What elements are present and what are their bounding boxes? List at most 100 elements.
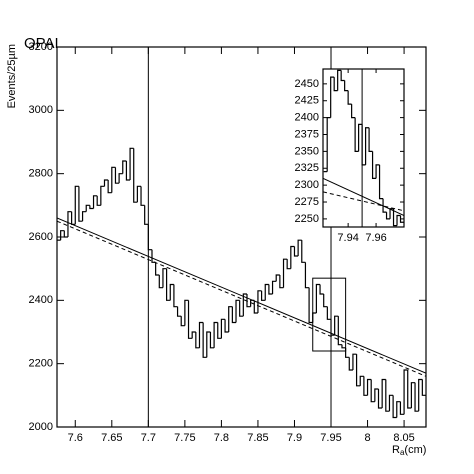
histogram-bin bbox=[202, 322, 207, 358]
histogram-bin bbox=[195, 332, 200, 349]
histogram-bin bbox=[371, 151, 377, 179]
histogram-bin bbox=[158, 275, 163, 289]
histogram-bin bbox=[67, 211, 72, 237]
histogram-bin bbox=[63, 230, 68, 238]
y-tick-label: 2425 bbox=[295, 95, 319, 107]
histogram-bin bbox=[213, 321, 218, 348]
histogram-bin bbox=[366, 378, 372, 396]
histogram-bin bbox=[374, 388, 379, 402]
histogram-bin bbox=[144, 205, 149, 225]
histogram-bin bbox=[275, 274, 280, 282]
histogram-bin bbox=[78, 186, 83, 222]
chart-title: OPAL bbox=[24, 35, 63, 52]
x-tick-label: 8.05 bbox=[393, 432, 414, 444]
y-tick-label: 2800 bbox=[29, 168, 53, 180]
histogram-bin bbox=[388, 394, 394, 412]
histogram-bin bbox=[111, 166, 116, 193]
y-tick-label: 2300 bbox=[295, 179, 319, 191]
histogram-bin bbox=[180, 316, 185, 327]
histogram-bin bbox=[122, 160, 127, 174]
histogram-bin bbox=[355, 354, 361, 387]
fit-line bbox=[323, 177, 404, 216]
histogram-bin bbox=[271, 280, 277, 294]
histogram-bin bbox=[337, 316, 342, 346]
histogram-bin bbox=[344, 80, 349, 92]
histogram-bin bbox=[220, 318, 226, 339]
y-tick-label: 2250 bbox=[295, 213, 319, 225]
histogram-bin bbox=[359, 375, 364, 386]
histogram-bin bbox=[334, 315, 339, 336]
y-tick-label: 2000 bbox=[29, 421, 53, 433]
histogram-bin bbox=[268, 284, 273, 295]
histogram-bin bbox=[162, 268, 167, 288]
histogram-bin bbox=[155, 262, 160, 276]
histogram-bin bbox=[209, 332, 215, 349]
histogram-bin bbox=[114, 167, 120, 184]
histogram-bin bbox=[169, 283, 174, 301]
histogram-bin bbox=[368, 127, 373, 152]
histogram-bin bbox=[364, 127, 370, 165]
x-tick-label: 7.85 bbox=[247, 432, 268, 444]
histogram-bin bbox=[375, 164, 380, 179]
histogram-bin bbox=[323, 294, 328, 308]
histogram-bin bbox=[184, 299, 189, 326]
histogram-bin bbox=[176, 306, 182, 317]
histogram-bin bbox=[351, 104, 356, 119]
histogram-bin bbox=[308, 287, 313, 324]
histogram-bin bbox=[206, 331, 211, 358]
histogram-bin bbox=[92, 195, 98, 209]
histogram-bin bbox=[358, 123, 363, 152]
histogram-bin bbox=[125, 161, 131, 181]
histogram-bin bbox=[239, 300, 244, 317]
plot-area bbox=[323, 69, 404, 227]
histogram-bin bbox=[396, 401, 401, 418]
x-tick-label: 8 bbox=[364, 432, 370, 444]
x-tick-label: 7.8 bbox=[214, 432, 229, 444]
histogram-bin bbox=[173, 284, 178, 308]
y-tick-label: 3000 bbox=[29, 104, 53, 116]
histogram-bin bbox=[286, 259, 291, 270]
histogram-bin bbox=[228, 306, 233, 332]
x-axis-label: Ra(cm) bbox=[392, 444, 426, 457]
y-tick-label: 3200 bbox=[29, 41, 53, 53]
histogram-bin bbox=[392, 208, 398, 227]
histogram-bin bbox=[370, 379, 375, 403]
histogram-bin bbox=[85, 204, 90, 212]
x-label-main: R bbox=[392, 444, 400, 456]
histogram-bin bbox=[418, 378, 423, 412]
histogram-bin bbox=[399, 215, 404, 223]
histogram-bin bbox=[330, 76, 335, 118]
histogram-bin bbox=[74, 185, 79, 225]
x-tick-label: 7.96 bbox=[365, 232, 386, 244]
histogram-bin bbox=[282, 258, 288, 288]
histogram-bin bbox=[290, 245, 295, 269]
histogram-bin bbox=[403, 369, 408, 415]
histogram-bin bbox=[385, 212, 391, 220]
histogram-bin bbox=[354, 117, 359, 152]
histogram-bin bbox=[385, 379, 390, 412]
plot-area bbox=[57, 47, 426, 427]
histogram-bin bbox=[107, 180, 112, 194]
histogram-bin bbox=[414, 382, 419, 412]
x-tick-label: 7.65 bbox=[101, 432, 122, 444]
y-tick-label: 2325 bbox=[295, 162, 319, 174]
histogram-bin bbox=[382, 198, 387, 213]
histogram-bin bbox=[396, 214, 401, 226]
histogram-bin bbox=[81, 211, 87, 222]
y-tick-label: 2400 bbox=[29, 294, 53, 306]
histogram-bin bbox=[129, 147, 134, 180]
histogram-bin bbox=[140, 186, 145, 206]
histogram-bin bbox=[187, 300, 193, 339]
histogram-bin bbox=[326, 306, 332, 320]
plot-background bbox=[323, 69, 404, 227]
histogram-bin bbox=[348, 357, 353, 371]
histogram-bin bbox=[103, 179, 109, 187]
histogram-bin bbox=[340, 70, 345, 82]
histogram-bin bbox=[315, 283, 321, 313]
histogram-bin bbox=[337, 69, 342, 91]
histogram-bin bbox=[217, 322, 222, 339]
histogram-bin bbox=[231, 306, 237, 324]
fit-line bbox=[57, 220, 426, 377]
histogram-bin bbox=[297, 239, 302, 256]
